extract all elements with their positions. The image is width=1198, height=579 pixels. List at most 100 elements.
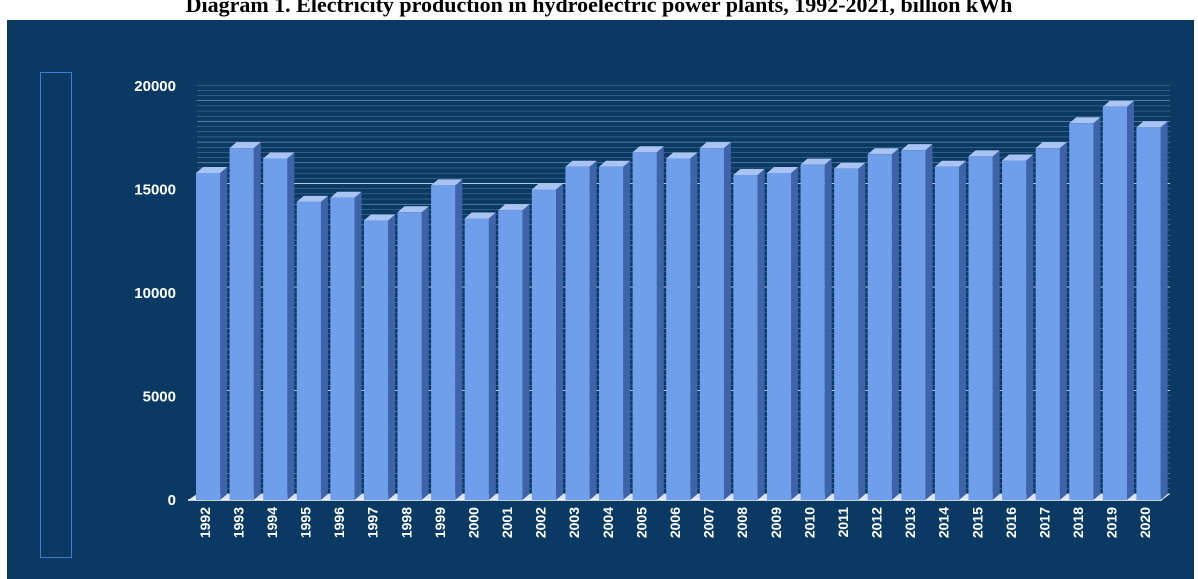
bar-top <box>901 144 933 151</box>
bar-2018 <box>1069 117 1101 500</box>
x-tick-label: 2008 <box>734 507 750 538</box>
x-tick-label: 1996 <box>331 507 347 538</box>
bar-side <box>623 160 631 501</box>
bar-top <box>766 166 799 173</box>
bar-2000 <box>464 212 496 501</box>
x-tick-label: 2005 <box>633 507 649 538</box>
bar-front <box>1102 106 1128 500</box>
bar-side <box>891 148 899 500</box>
bar-front <box>565 166 590 501</box>
x-tick-label: 1997 <box>365 507 381 538</box>
bar-side <box>421 206 429 500</box>
bar-top <box>1035 142 1067 149</box>
x-tick-label: 2009 <box>768 507 784 538</box>
bar-top <box>229 142 261 149</box>
bar-top <box>834 162 866 169</box>
bar-side <box>656 146 664 501</box>
bar-side <box>690 152 698 500</box>
bar-side <box>388 214 396 501</box>
x-tick-label: 2015 <box>969 507 985 538</box>
bar-2011 <box>834 162 866 501</box>
y-tick-label: 20000 <box>134 78 176 95</box>
bar-1995 <box>296 195 328 501</box>
x-tick-label: 1993 <box>230 507 246 538</box>
bar-top <box>431 179 463 186</box>
bar-top <box>666 152 698 159</box>
bar-front <box>1002 160 1027 500</box>
bar-side <box>1059 142 1067 500</box>
bar-front <box>196 172 221 500</box>
bar-side <box>488 212 496 501</box>
x-tick-label: 2017 <box>1036 507 1052 538</box>
bar-top <box>363 214 396 221</box>
x-tick-label: 1992 <box>197 507 213 538</box>
bar-side <box>556 183 564 500</box>
bar-front <box>901 150 926 501</box>
bar-2010 <box>800 158 832 500</box>
bar-top <box>565 160 597 167</box>
x-tick-label: 2007 <box>701 507 717 538</box>
x-tick-label: 1998 <box>398 507 414 538</box>
y-tick-label: 10000 <box>134 285 176 302</box>
x-tick-label: 2003 <box>566 507 582 538</box>
bar-top <box>531 183 564 190</box>
bar-top <box>800 158 832 165</box>
bar-2016 <box>1002 154 1034 500</box>
bar-front <box>1136 127 1161 501</box>
bar-side <box>723 142 731 500</box>
bar-front <box>330 197 355 500</box>
bar-front <box>431 185 456 501</box>
bar-front <box>1035 148 1060 500</box>
bar-side <box>824 158 832 500</box>
bars <box>196 100 1168 501</box>
bar-2020 <box>1136 121 1168 501</box>
bar-front <box>867 154 892 500</box>
x-tick-label: 2002 <box>533 507 549 538</box>
x-tick-label: 2020 <box>1137 507 1153 538</box>
y-tick-label: 5000 <box>143 389 176 406</box>
bar-1994 <box>263 152 295 500</box>
bar-front <box>632 152 657 501</box>
bar-2013 <box>901 144 933 501</box>
bar-side <box>253 142 261 500</box>
bar-side <box>959 160 967 501</box>
bar-2007 <box>699 142 731 500</box>
bar-side <box>589 160 597 501</box>
bar-top <box>397 206 429 213</box>
y-tick-label: 0 <box>168 492 176 509</box>
x-tick-label: 2001 <box>499 507 515 538</box>
bar-2012 <box>867 148 899 500</box>
bar-front <box>834 168 859 501</box>
bar-2014 <box>934 160 967 501</box>
bar-2017 <box>1035 142 1067 500</box>
bar-2009 <box>766 166 799 500</box>
bar-front <box>968 156 993 500</box>
bar-front <box>766 172 792 500</box>
bar-side <box>858 162 866 501</box>
bar-top <box>1002 154 1034 161</box>
bar-side <box>791 166 799 500</box>
bar-side <box>992 150 1000 500</box>
bar-side <box>925 144 933 501</box>
bar-front <box>229 148 254 500</box>
bar-2006 <box>666 152 698 500</box>
y-tick-labels: 0 5000 10000 15000 20000 <box>134 78 176 509</box>
bar-front <box>699 148 724 500</box>
bar-1998 <box>397 206 429 500</box>
x-tick-label: 2014 <box>936 507 952 538</box>
x-tick-labels: 1992 1993 1994 1995 1996 1997 1998 1999 2000 2001… <box>197 507 1153 538</box>
bar-top <box>1069 117 1101 124</box>
bar-top <box>733 169 765 176</box>
bar-side <box>1160 121 1168 501</box>
bar-1996 <box>330 191 362 500</box>
bar-side <box>1026 154 1034 500</box>
x-tick-label: 1999 <box>432 507 448 538</box>
bar-top <box>330 191 362 198</box>
bar-top <box>1102 100 1135 107</box>
bar-2005 <box>632 146 664 501</box>
x-tick-label: 1995 <box>298 507 314 538</box>
bar-side <box>455 179 463 501</box>
x-tick-label: 2010 <box>801 507 817 538</box>
bar-top <box>263 152 295 159</box>
bar-2001 <box>498 204 530 500</box>
